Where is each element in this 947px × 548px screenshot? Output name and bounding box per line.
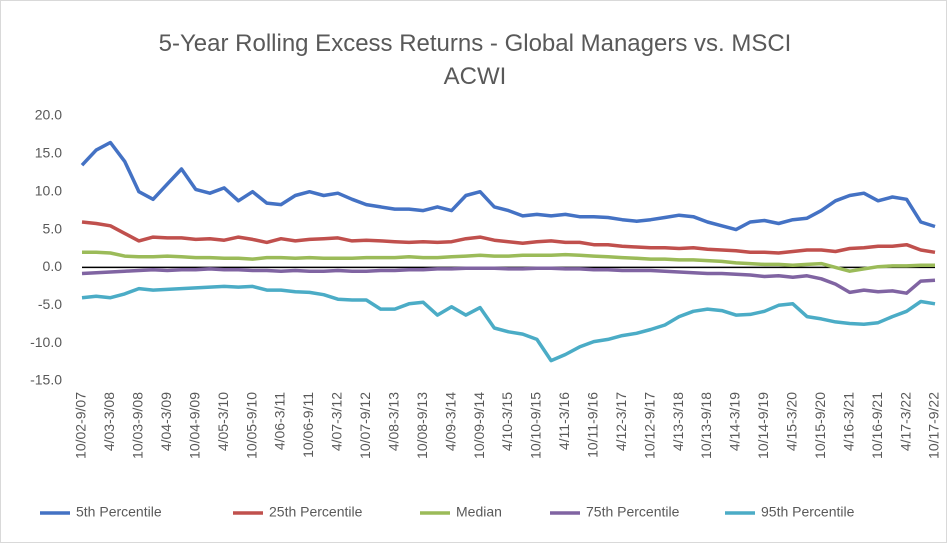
x-tick-label: 10/09-9/14 [471,392,487,459]
x-tick-label: 4/14-3/19 [727,392,743,451]
x-tick-label: 10/12-9/17 [641,392,657,459]
x-tick-label: 10/15-9/20 [812,392,828,459]
x-tick-label: 4/15-3/20 [784,392,800,451]
legend-label: 75th Percentile [586,504,680,520]
x-tick-label: 4/07-3/12 [329,392,345,451]
x-tick-label: 4/08-3/13 [385,392,401,451]
x-tick-label: 4/06-3/11 [272,392,288,450]
x-tick-label: 10/14-9/19 [755,392,771,459]
series-line [80,140,936,232]
x-tick-label: 4/11-3/16 [556,392,572,450]
series-line [81,266,936,295]
y-tick-label: 10.0 [35,182,62,198]
x-tick-label: 4/03-3/08 [101,392,117,451]
x-tick-label: 4/16-3/21 [840,392,856,451]
x-tick-label: 10/13-9/18 [698,392,714,459]
series-line [82,250,935,273]
x-tick-label: 4/10-3/15 [499,392,515,451]
y-tick-label: 20.0 [35,107,62,123]
x-tick-label: 10/11-9/16 [585,392,601,458]
y-tick-label: -5.0 [38,296,62,312]
x-tick-label: 10/16-9/21 [869,392,885,459]
x-tick-label: 4/09-3/14 [442,392,458,451]
x-tick-label: 10/08-9/13 [414,392,430,459]
y-tick-label: -15.0 [30,372,62,388]
x-tick-label: 4/13-3/18 [670,392,686,451]
y-tick-label: -10.0 [30,334,62,350]
legend-label: Median [456,504,502,520]
y-tick-label: 0.0 [43,258,63,274]
series-line [81,220,936,255]
x-tick-label: 10/03-9/08 [130,392,146,459]
x-tick-label: 10/06-9/11 [300,392,316,458]
x-tick-label: 4/04-3/09 [158,392,174,451]
legend-label: 95th Percentile [761,504,855,520]
series-line [81,284,936,363]
legend-label: 5th Percentile [76,504,162,520]
x-tick-label: 10/04-9/09 [186,392,202,459]
y-tick-label: 15.0 [35,145,62,161]
x-tick-label: 10/10-9/15 [528,392,544,459]
x-tick-label: 10/02-9/07 [73,392,89,459]
x-tick-label: 10/07-9/12 [357,392,373,459]
y-tick-label: 5.0 [43,220,63,236]
legend-label: 25th Percentile [269,504,363,520]
x-tick-label: 10/17-9/22 [926,392,942,459]
x-tick-label: 4/17-3/22 [897,392,913,451]
x-tick-label: 10/05-9/10 [243,392,259,459]
x-tick-label: 4/05-3/10 [215,392,231,451]
chart-title: 5-Year Rolling Excess Returns - Global M… [159,30,792,90]
x-tick-label: 4/12-3/17 [613,392,629,451]
